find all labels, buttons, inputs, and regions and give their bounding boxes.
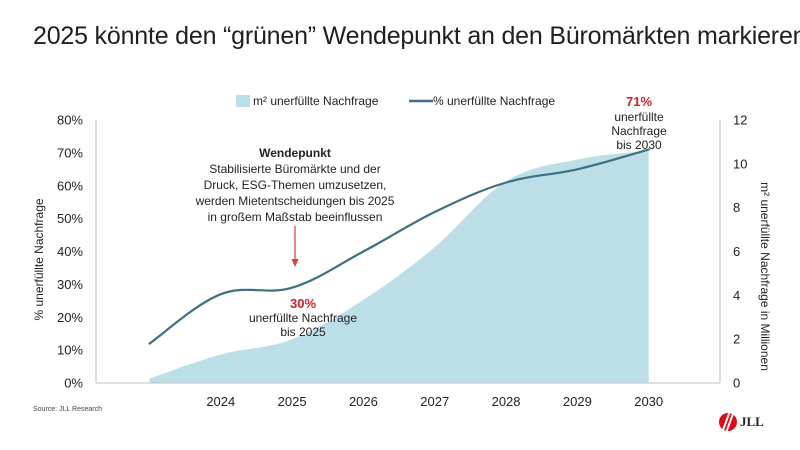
area-layer <box>149 150 649 383</box>
y-tick-label-left: 10% <box>57 343 83 358</box>
y-tick-label-right: 0 <box>733 376 740 391</box>
y-axis-title-right: m² unerfüllte Nachfrage in Millionen <box>758 182 772 371</box>
y-tick-label-right: 6 <box>733 244 740 259</box>
legend: m² unerfüllte Nachfrage % unerfüllte Nach… <box>236 94 555 108</box>
annotation-2025-line: unerfüllte Nachfrage <box>249 311 357 325</box>
annotations: Wendepunkt Stabilisierte Büromärkte und d… <box>195 94 667 339</box>
x-tick-label: 2028 <box>492 394 521 409</box>
line-layer <box>148 148 650 345</box>
x-tick-label: 2024 <box>206 394 235 409</box>
y-tick-label-right: 4 <box>733 288 740 303</box>
jll-logo-text: JLL <box>740 414 764 429</box>
jll-logo: JLL <box>719 413 764 431</box>
x-tick-label: 2027 <box>420 394 449 409</box>
annotation-wendepunkt-line: werden Mietentscheidungen bis 2025 <box>195 194 395 208</box>
legend-label-area: m² unerfüllte Nachfrage <box>253 94 379 108</box>
tick-layer: 0% 10% 20% 30% 40% 50% 60% 70% 80% 0 2 4 6 8 10 12 2024 2… <box>32 113 772 410</box>
annotation-wendepunkt-line: in großem Maßstab beeinflussen <box>208 210 383 224</box>
annotation-2030-line: unerfüllte <box>614 110 664 124</box>
y-tick-label-left: 50% <box>57 211 83 226</box>
x-tick-label: 2025 <box>278 394 307 409</box>
annotation-2030-value: 71% <box>626 94 652 109</box>
source-note: Source: JLL Research <box>33 406 102 413</box>
annotation-arrow-head <box>291 259 299 267</box>
legend-swatch-area <box>236 95 250 107</box>
legend-label-line: % unerfüllte Nachfrage <box>433 94 555 108</box>
annotation-wendepunkt-line: Druck, ESG-Themen umzusetzen, <box>204 178 387 192</box>
y-tick-label-left: 0% <box>64 376 83 391</box>
y-tick-label-right: 10 <box>733 156 747 171</box>
x-tick-label: 2029 <box>563 394 592 409</box>
y-tick-label-right: 8 <box>733 200 740 215</box>
y-tick-label-left: 80% <box>57 113 83 128</box>
area-series-m2 <box>149 150 649 383</box>
y-tick-label-right: 2 <box>733 332 740 347</box>
annotation-wendepunkt-line: Stabilisierte Büromärkte und der <box>209 162 380 176</box>
y-tick-label-left: 70% <box>57 145 83 160</box>
y-tick-label-left: 40% <box>57 244 83 259</box>
x-tick-label: 2030 <box>634 394 663 409</box>
axes-layer <box>95 120 721 384</box>
page-title: 2025 könnte den “grünen” Wendepunkt an d… <box>33 22 800 50</box>
y-tick-label-left: 30% <box>57 277 83 292</box>
y-axis-title-left: % unerfüllte Nachfrage <box>32 198 46 320</box>
y-tick-label-left: 60% <box>57 178 83 193</box>
annotation-2030-line: Nachfrage <box>611 124 667 138</box>
x-tick-label: 2026 <box>349 394 378 409</box>
y-tick-label-right: 12 <box>733 113 747 128</box>
annotation-2025-value: 30% <box>290 296 316 311</box>
annotation-2025-line: bis 2025 <box>280 325 326 339</box>
annotation-2030-line: bis 2030 <box>616 138 662 152</box>
y-tick-label-left: 20% <box>57 310 83 325</box>
jll-logo-icon <box>719 413 737 431</box>
annotation-wendepunkt-title: Wendepunkt <box>259 146 331 160</box>
line-series-percent <box>148 148 650 345</box>
